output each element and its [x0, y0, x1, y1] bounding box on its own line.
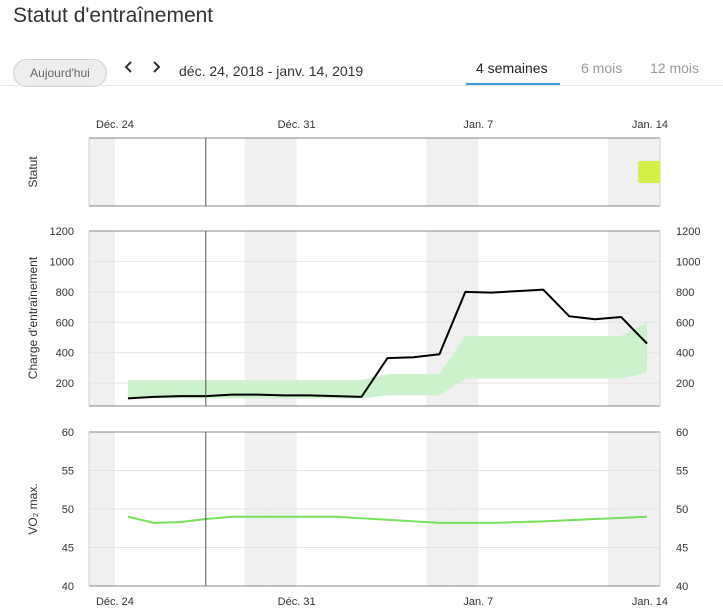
today-button[interactable]: Aujourd'hui: [13, 59, 107, 87]
vo2-tick-right: 40: [676, 581, 688, 593]
vo2-tick-left: 50: [62, 504, 74, 516]
charge-tick-left: 200: [56, 378, 74, 390]
training-load-line: [127, 288, 648, 400]
weekend-shade: [244, 231, 271, 406]
x-label-bottom: Déc. 24: [96, 596, 134, 608]
vo2-tick-right: 50: [676, 504, 688, 516]
charge-tick-right: 600: [676, 317, 694, 329]
charge-tick-right: 200: [676, 378, 694, 390]
vo2-axis-title: VO₂ max.: [26, 483, 40, 534]
vo2-tick-right: 60: [676, 427, 688, 439]
status-marker: [638, 161, 661, 183]
previous-period-button[interactable]: [124, 60, 134, 77]
weekend-shade: [634, 231, 660, 406]
charge-tick-left: 800: [56, 287, 74, 299]
x-label-bottom: Jan. 14: [632, 596, 668, 608]
x-label-top: Déc. 31: [278, 119, 316, 131]
vo2max-line: [127, 515, 648, 524]
charge-tick-left: 1000: [50, 256, 74, 268]
page-title: Statut d'entraînement: [13, 4, 214, 27]
weekend-shade: [608, 138, 635, 206]
vo2-tick-left: 55: [62, 466, 74, 478]
vo2-tick-left: 40: [62, 581, 74, 593]
optimal-load-band: [127, 322, 648, 399]
x-label-top: Déc. 24: [96, 119, 134, 131]
charge-tick-right: 400: [676, 348, 694, 360]
chevron-right-icon: [153, 61, 161, 73]
weekend-shade: [270, 138, 297, 206]
vo2-tick-left: 45: [62, 543, 74, 555]
x-label-top: Jan. 14: [632, 119, 668, 131]
x-label-bottom: Jan. 7: [463, 596, 493, 608]
tab-4-semaines[interactable]: 4 semaines: [476, 60, 548, 76]
charge-tick-right: 800: [676, 287, 694, 299]
weekend-shade: [452, 138, 479, 206]
x-label-bottom: Déc. 31: [278, 596, 316, 608]
statut-axis-title: Statut: [26, 156, 40, 188]
vo2-tick-right: 55: [676, 466, 688, 478]
next-period-button[interactable]: [151, 60, 161, 77]
tab-12-mois[interactable]: 12 mois: [650, 60, 700, 76]
charge-tick-left: 600: [56, 317, 74, 329]
weekend-shade: [270, 231, 297, 406]
active-tab-indicator: [466, 83, 560, 85]
tab-6-mois[interactable]: 6 mois: [581, 60, 623, 76]
weekend-shade: [89, 231, 115, 406]
charge-tick-right: 1000: [676, 256, 700, 268]
weekend-shade: [89, 138, 115, 206]
header-divider: [0, 85, 723, 86]
weekend-shade: [244, 138, 271, 206]
weekend-shade: [426, 138, 453, 206]
charge-tick-right: 1200: [676, 226, 700, 238]
charge-tick-left: 400: [56, 348, 74, 360]
vo2-tick-left: 60: [62, 427, 74, 439]
chevron-left-icon: [124, 61, 132, 73]
charge-tick-left: 1200: [50, 226, 74, 238]
x-label-top: Jan. 7: [463, 119, 493, 131]
date-range-label: déc. 24, 2018 - janv. 14, 2019: [179, 63, 364, 79]
vo2-tick-right: 45: [676, 543, 688, 555]
charge-axis-title: Charge d'entraînement: [26, 256, 40, 379]
